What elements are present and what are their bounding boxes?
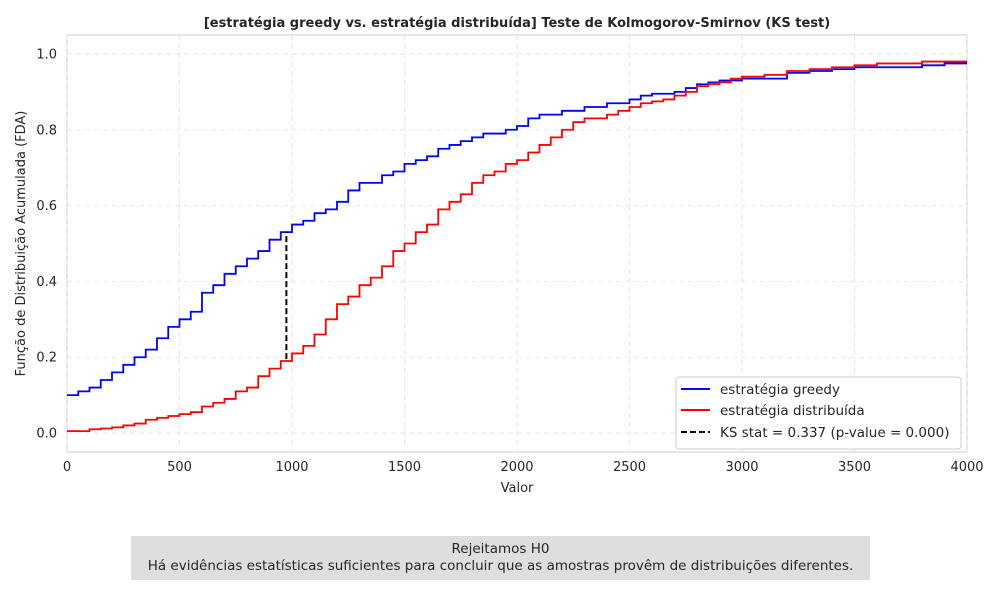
x-axis-ticks: 0 500 1000 1500 2000 2500 3000 3500 4000 xyxy=(63,460,984,475)
x-tick-label: 2500 xyxy=(613,460,646,475)
conclusion-text: Há evidências estatísticas suficientes p… xyxy=(147,558,854,574)
x-tick-label: 500 xyxy=(167,460,192,475)
y-axis-ticks: 0.0 0.2 0.4 0.6 0.8 1.0 xyxy=(36,47,57,441)
series xyxy=(67,60,967,433)
chart-title: [estratégia greedy vs. estratégia distri… xyxy=(204,16,830,31)
legend-label-distribuida: estratégia distribuída xyxy=(720,403,865,419)
conclusion-title: Rejeitamos H0 xyxy=(451,541,550,557)
y-axis-label: Função de Distribuição Acumulada (FDA) xyxy=(14,111,29,377)
y-tick-label: 0.6 xyxy=(36,199,57,214)
x-tick-label: 3000 xyxy=(725,460,758,475)
x-axis-label: Valor xyxy=(501,481,534,496)
x-tick-label: 1500 xyxy=(388,460,421,475)
legend: estratégia greedy estratégia distribuída… xyxy=(675,376,962,450)
x-tick-label: 2000 xyxy=(500,460,533,475)
cdf-line-greedy xyxy=(67,62,967,397)
legend-box xyxy=(675,376,962,450)
legend-label-greedy: estratégia greedy xyxy=(720,382,840,398)
x-tick-label: 4000 xyxy=(950,460,983,475)
x-tick-label: 0 xyxy=(63,460,71,475)
legend-label-ks: KS stat = 0.337 (p-value = 0.000) xyxy=(720,425,949,441)
conclusion-box: Rejeitamos H0 Há evidências estatísticas… xyxy=(131,536,870,580)
y-tick-label: 0.4 xyxy=(36,275,57,290)
y-tick-label: 1.0 xyxy=(36,47,57,62)
x-tick-label: 1000 xyxy=(275,460,308,475)
y-tick-label: 0.2 xyxy=(36,351,57,366)
x-tick-label: 3500 xyxy=(838,460,871,475)
cdf-line-distribuida xyxy=(67,60,967,433)
y-tick-label: 0.0 xyxy=(36,427,57,442)
y-tick-label: 0.8 xyxy=(36,123,57,138)
